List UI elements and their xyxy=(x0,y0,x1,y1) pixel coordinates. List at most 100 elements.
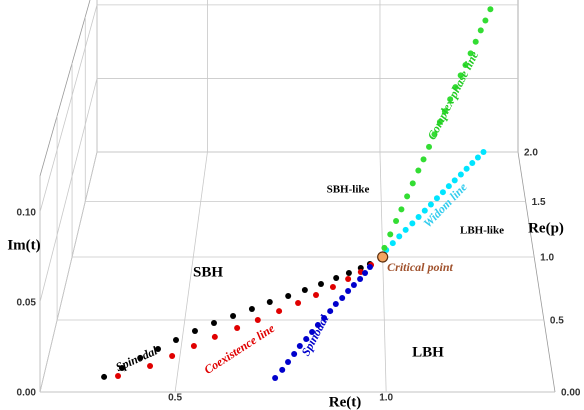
data-point xyxy=(101,373,108,380)
x-tick-label: 0.5 xyxy=(168,393,182,404)
box-edge xyxy=(39,0,91,177)
data-point xyxy=(191,327,198,334)
data-point xyxy=(301,286,308,293)
series-label: Spinodal xyxy=(298,312,331,358)
z-axis-label: Im(t) xyxy=(7,237,40,253)
data-point xyxy=(409,220,416,227)
data-point xyxy=(457,171,464,178)
data-point xyxy=(285,358,292,365)
series-label: Widom line xyxy=(420,179,470,230)
y-tick-label: 0.5 xyxy=(550,316,564,327)
data-point xyxy=(431,131,438,138)
data-point xyxy=(210,319,217,326)
series-label: Complex phase line xyxy=(425,48,482,142)
data-point xyxy=(137,354,144,361)
data-point xyxy=(276,308,283,315)
data-point xyxy=(398,206,405,213)
data-point xyxy=(445,183,452,190)
y-tick-label: 1.5 xyxy=(532,197,546,208)
data-point xyxy=(420,156,427,163)
data-point xyxy=(451,177,458,184)
data-point xyxy=(339,295,346,302)
box-frame xyxy=(39,0,556,393)
x-axis-label: Re(t) xyxy=(329,394,361,410)
data-point xyxy=(169,353,176,360)
data-point xyxy=(457,72,464,79)
region-label: SBH-like xyxy=(327,184,370,196)
data-point xyxy=(480,149,487,155)
data-point xyxy=(173,337,180,344)
data-point xyxy=(333,274,340,281)
data-point xyxy=(477,27,484,34)
data-point xyxy=(309,328,316,335)
z-tick-label: 0.00 xyxy=(17,388,37,399)
data-point xyxy=(345,269,352,276)
data-point xyxy=(115,373,122,380)
data-point xyxy=(467,50,474,57)
data-point xyxy=(296,343,303,350)
data-point xyxy=(366,264,373,271)
data-point xyxy=(317,280,324,287)
data-point xyxy=(254,316,261,323)
data-point xyxy=(482,17,489,24)
data-point xyxy=(266,299,273,306)
region-label: SBH xyxy=(193,264,223,280)
grid-line xyxy=(39,4,98,213)
data-point xyxy=(211,333,218,340)
data-point xyxy=(345,288,352,295)
data-point xyxy=(350,281,357,288)
y-tick-label: 1.0 xyxy=(540,253,554,264)
data-point xyxy=(147,362,154,369)
data-point xyxy=(321,314,328,321)
z-tick-label: 0.05 xyxy=(17,298,37,309)
data-point xyxy=(357,275,364,282)
data-point xyxy=(327,308,334,315)
data-point xyxy=(230,312,237,319)
data-point xyxy=(472,38,479,45)
data-point xyxy=(427,201,434,208)
grid-line xyxy=(174,151,208,393)
data-point xyxy=(272,374,279,381)
data-point xyxy=(439,189,446,196)
x-tick-label: 1.0 xyxy=(379,393,393,404)
data-point xyxy=(452,84,459,91)
data-point xyxy=(190,343,197,350)
grid-line xyxy=(39,151,98,393)
critical-point xyxy=(377,251,389,263)
z-tick-label: 0.10 xyxy=(17,208,37,219)
data-point xyxy=(421,207,428,214)
series-label: Critical point xyxy=(387,260,453,274)
data-point xyxy=(426,143,433,150)
data-point xyxy=(118,365,125,372)
data-point xyxy=(332,300,339,307)
data-point xyxy=(329,283,336,290)
data-point xyxy=(362,269,369,276)
region-label: LBH xyxy=(412,344,444,360)
grid-line xyxy=(39,78,98,303)
box-edge xyxy=(517,151,556,393)
y-tick-label: 0.00 xyxy=(561,388,581,399)
data-point xyxy=(415,213,422,220)
data-point xyxy=(303,336,310,343)
data-point xyxy=(441,108,448,115)
data-point xyxy=(409,180,416,187)
data-point xyxy=(402,226,409,233)
data-point xyxy=(436,119,443,126)
data-point xyxy=(447,96,454,103)
data-point xyxy=(389,240,396,247)
data-point xyxy=(248,305,255,312)
data-point xyxy=(393,218,400,225)
data-point xyxy=(387,231,394,238)
data-point xyxy=(404,193,411,200)
grid-line xyxy=(379,151,387,393)
data-point xyxy=(295,299,302,306)
region-label: LBH-like xyxy=(460,225,504,237)
data-point xyxy=(285,292,292,299)
y-tick-label: 2.0 xyxy=(524,148,538,159)
data-point xyxy=(469,160,476,167)
data-point xyxy=(462,62,469,69)
data-point xyxy=(433,195,440,202)
data-point xyxy=(155,346,162,353)
data-point xyxy=(381,244,388,251)
